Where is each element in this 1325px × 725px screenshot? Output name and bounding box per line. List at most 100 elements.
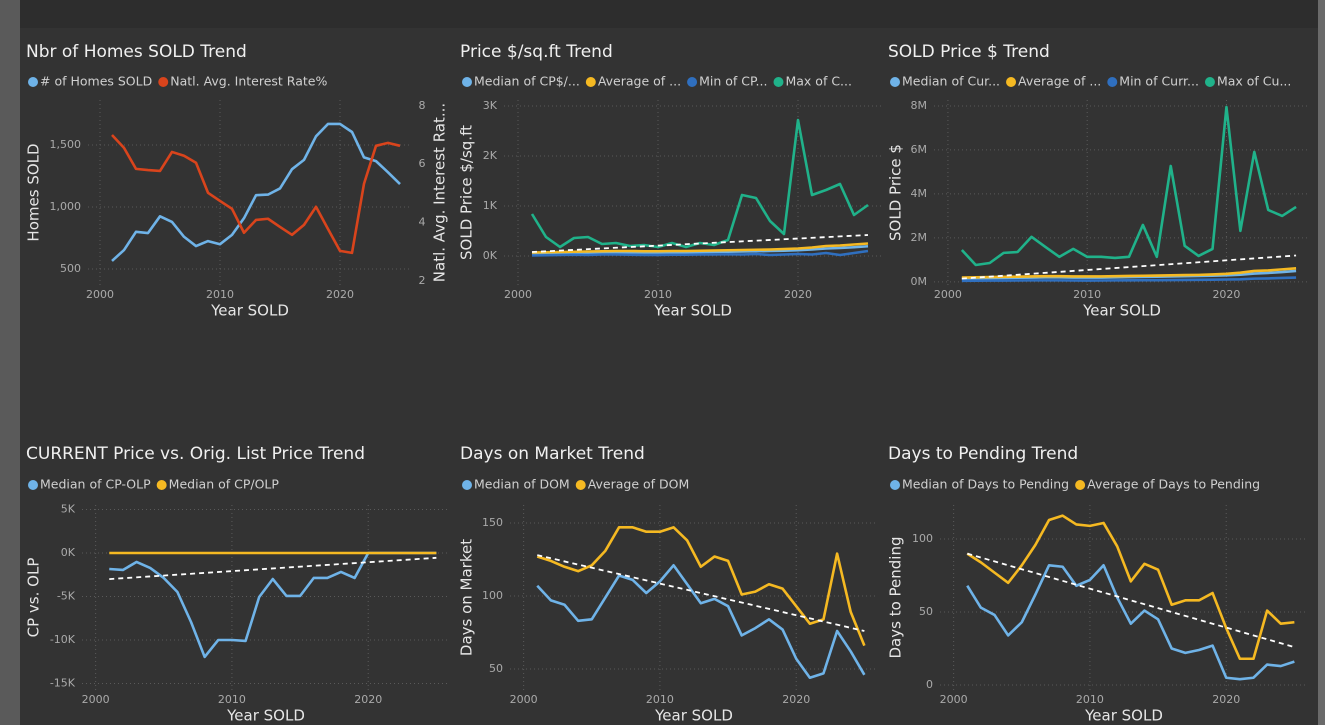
x-tick-label: 2010 — [644, 288, 672, 301]
legend-marker — [890, 480, 900, 490]
x-tick-label: 2020 — [782, 693, 810, 706]
legend-label: Median of CP/OLP — [169, 477, 280, 492]
x-tick-label: 2020 — [784, 288, 812, 301]
chart-title: Days on Market Trend — [460, 444, 645, 464]
x-axis-title: Year SOLD — [1082, 302, 1161, 320]
x-tick-label: 2000 — [940, 693, 968, 706]
series-line — [111, 134, 401, 255]
legend-marker — [1107, 77, 1118, 87]
legend-label: Average of DOM — [588, 477, 690, 492]
x-tick-label: 2010 — [646, 693, 674, 706]
x-tick-label: 2020 — [1212, 693, 1240, 706]
legend-label: Min of Curr... — [1119, 74, 1199, 89]
x-tick-label: 2010 — [1076, 693, 1104, 706]
legend-marker — [158, 77, 169, 87]
y-tick-label: 150 — [482, 516, 503, 529]
x-axis-title: Year SOLD — [1084, 707, 1163, 725]
legend-marker — [156, 480, 167, 490]
y-tick-label: 100 — [912, 532, 933, 545]
legend-label: Average of ... — [1018, 74, 1101, 89]
y-tick-label: 3K — [483, 99, 498, 112]
legend-marker — [28, 480, 38, 490]
trend-line — [531, 234, 869, 253]
x-tick-label: 2000 — [86, 288, 114, 301]
series-line — [536, 564, 866, 680]
series-line — [966, 564, 1295, 681]
legend-label: Average of ... — [598, 74, 681, 89]
legend-marker — [575, 480, 586, 490]
x-tick-label: 2000 — [510, 693, 538, 706]
y-tick-label: 2M — [911, 231, 928, 244]
x-axis-title: Year SOLD — [653, 302, 732, 320]
chart-title: SOLD Price $ Trend — [888, 42, 1050, 62]
series-line — [961, 266, 1297, 279]
legend-label: # of Homes SOLD — [40, 74, 152, 89]
legend-marker — [462, 480, 472, 490]
x-tick-label: 2020 — [1212, 288, 1240, 301]
chart-title: Nbr of Homes SOLD Trend — [26, 42, 247, 62]
y-tick-label: -5K — [57, 589, 76, 602]
y2-tick-label: 4 — [419, 216, 426, 229]
y-axis-title: SOLD Price $/sq.ft — [458, 125, 476, 260]
legend-label: Natl. Avg. Interest Rate% — [170, 74, 327, 89]
y2-tick-label: 2 — [419, 274, 426, 287]
y2-tick-label: 6 — [419, 157, 426, 170]
y-tick-label: -15K — [50, 676, 76, 689]
legend-label: Max of C... — [785, 74, 852, 89]
legend-label: Median of CP$/... — [474, 74, 580, 89]
series-line — [530, 118, 869, 249]
y-tick-label: 500 — [60, 262, 81, 275]
x-tick-label: 2000 — [934, 288, 962, 301]
x-tick-label: 2020 — [354, 693, 382, 706]
y-tick-label: 0K — [483, 249, 498, 262]
y-axis-title: Days on Market — [458, 539, 476, 656]
y-axis-title: CP vs. OLP — [25, 558, 43, 638]
y-axis-title: SOLD Price $ — [887, 144, 905, 241]
legend-marker — [1075, 480, 1086, 490]
y-tick-label: 1K — [483, 199, 498, 212]
x-axis-title: Year SOLD — [226, 707, 305, 725]
legend-marker — [28, 77, 38, 87]
trend-line — [967, 552, 1295, 648]
series-line — [536, 526, 866, 647]
trend-line — [961, 254, 1297, 280]
chart-title: Price $/sq.ft Trend — [460, 42, 613, 62]
y-tick-label: 5K — [61, 503, 76, 516]
x-axis-title: Year SOLD — [210, 302, 289, 320]
series-line — [531, 249, 869, 257]
legend-label: Median of CP-OLP — [40, 477, 151, 492]
y-tick-label: 50 — [919, 605, 933, 618]
x-tick-label: 2020 — [326, 288, 354, 301]
x-tick-label: 2000 — [504, 288, 532, 301]
legend-marker — [773, 77, 784, 87]
y-tick-label: 0M — [911, 275, 928, 288]
x-axis-title: Year SOLD — [654, 707, 733, 725]
left-frame — [0, 0, 20, 725]
legend-marker — [890, 77, 900, 87]
chart-title: CURRENT Price vs. Orig. List Price Trend — [26, 444, 365, 464]
x-tick-label: 2010 — [206, 288, 234, 301]
legend-marker — [585, 77, 596, 87]
legend-marker — [462, 77, 472, 87]
legend-label: Max of Cu... — [1217, 74, 1291, 89]
legend-label: Average of Days to Pending — [1087, 477, 1260, 492]
right-frame — [1318, 0, 1325, 725]
x-tick-label: 2000 — [82, 693, 110, 706]
trend-line — [109, 556, 437, 581]
legend-marker — [687, 77, 698, 87]
y-tick-label: 50 — [489, 662, 503, 675]
legend-label: Median of Cur... — [902, 74, 1000, 89]
series-line — [961, 276, 1297, 283]
legend-label: Median of DOM — [474, 477, 570, 492]
y-tick-label: 1,000 — [50, 200, 82, 213]
trend-line — [537, 554, 865, 632]
series-line — [531, 242, 869, 254]
series-line — [966, 514, 1295, 661]
x-tick-label: 2010 — [1073, 288, 1101, 301]
top-strip — [20, 0, 1318, 28]
legend-marker — [1204, 77, 1215, 87]
y-tick-label: 0K — [61, 546, 76, 559]
chart-title: Days to Pending Trend — [888, 444, 1078, 464]
